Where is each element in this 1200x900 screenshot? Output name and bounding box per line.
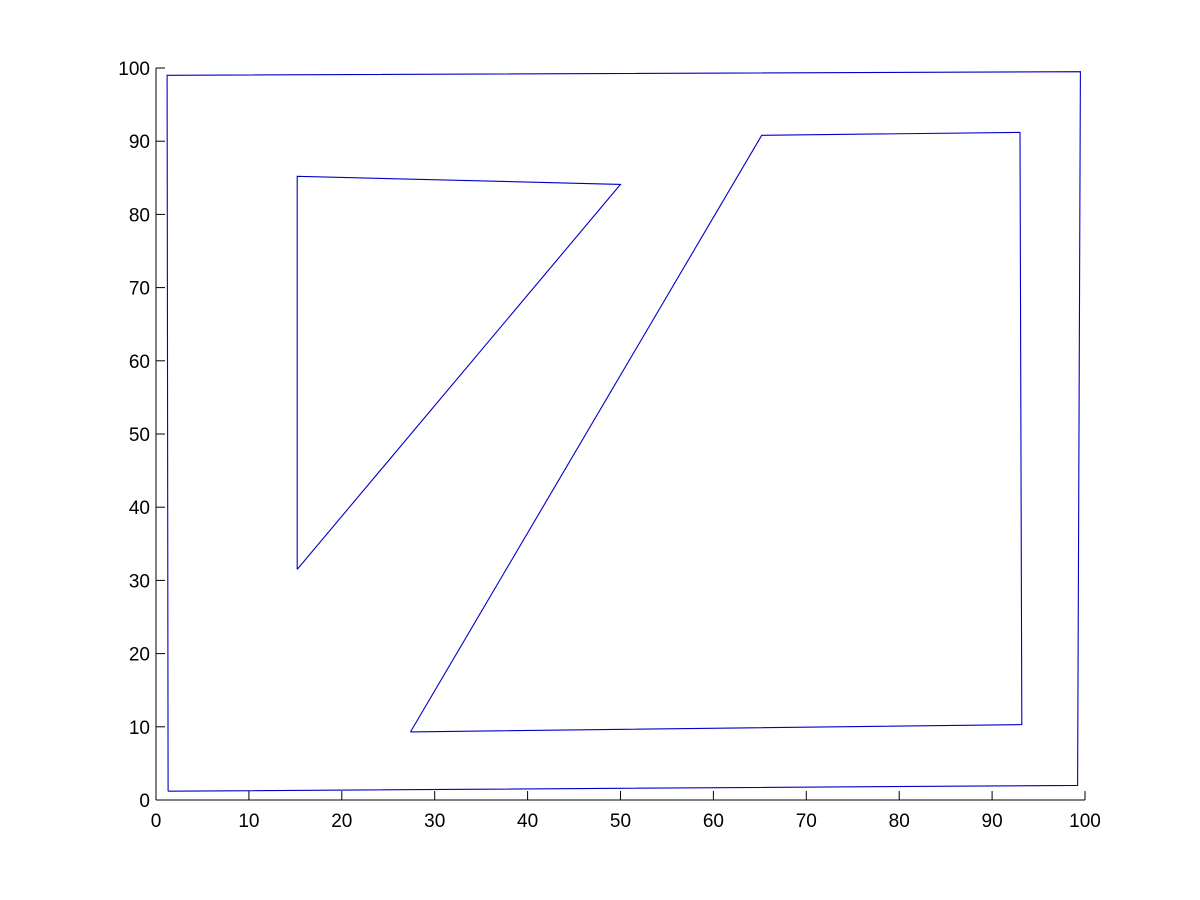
y-tick-label: 70 <box>129 279 150 300</box>
series-layer <box>166 71 1081 792</box>
x-tick-label: 40 <box>517 811 538 832</box>
x-tick-label: 60 <box>703 811 724 832</box>
y-tick-label: 90 <box>129 132 150 153</box>
y-tick-label: 80 <box>129 205 150 226</box>
y-tick-label: 10 <box>129 718 150 739</box>
series-line-3 <box>410 131 1023 733</box>
axes: 0 10 20 30 40 50 60 70 80 90 100 0 10 20 30 40 50 60 70 80 9… <box>118 59 1101 832</box>
x-tick-label: 100 <box>1069 811 1101 832</box>
y-tick-label: 60 <box>129 352 150 373</box>
x-tick-label: 0 <box>151 811 162 832</box>
y-tick-label: 20 <box>129 645 150 666</box>
y-tick-label: 50 <box>129 425 150 446</box>
x-tick-label: 90 <box>982 811 1003 832</box>
series-line-1 <box>166 71 1081 792</box>
x-tick-label: 50 <box>610 811 631 832</box>
y-tick-label: 0 <box>139 791 150 812</box>
x-tick-label: 70 <box>796 811 817 832</box>
series-line-2 <box>296 175 622 570</box>
x-tick-label: 20 <box>331 811 352 832</box>
y-tick-label: 100 <box>118 59 150 80</box>
x-tick-label: 30 <box>424 811 445 832</box>
x-tick-label: 10 <box>238 811 259 832</box>
y-tick-label: 40 <box>129 498 150 519</box>
y-tick-label: 30 <box>129 571 150 592</box>
x-tick-label: 80 <box>889 811 910 832</box>
